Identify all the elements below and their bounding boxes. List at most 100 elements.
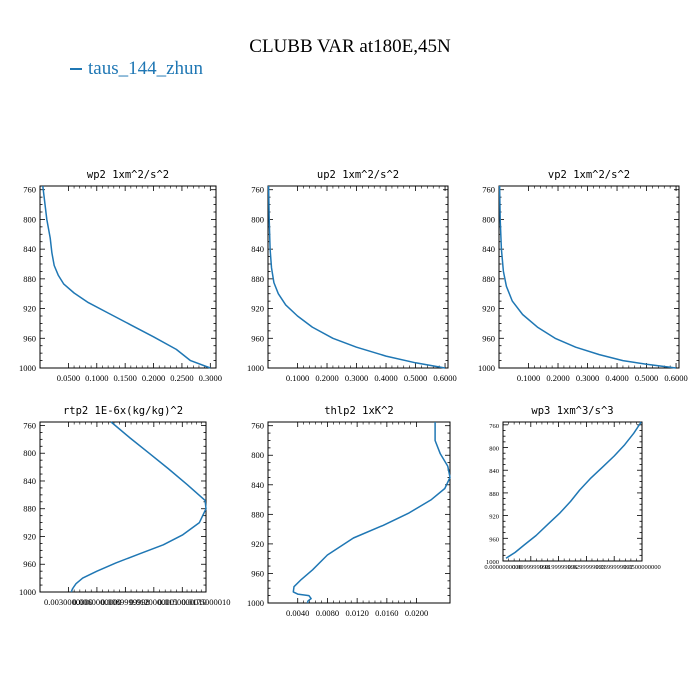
panel-3-ytick-label: 1000 — [478, 363, 495, 373]
panel-2-xtick-label: 0.6000 — [433, 373, 456, 383]
panel-6-xtick-label: 0.0399999991 — [596, 564, 633, 571]
panel-1-series-line — [42, 185, 211, 369]
legend: taus_144_zhun — [70, 58, 203, 80]
panel-5-ytick-label: 1000 — [247, 598, 264, 608]
panel-4-ytick-label: 960 — [23, 559, 36, 569]
panel-3-xtick-label: 0.4000 — [605, 373, 628, 383]
panel-4-ytick-label: 880 — [23, 504, 36, 514]
panel-3-ytick-label: 840 — [482, 244, 495, 254]
panel-3-xtick-label: 0.5000 — [635, 373, 658, 383]
legend-label: taus_144_zhun — [88, 58, 204, 79]
panel-2-series-line — [267, 185, 446, 369]
panel-6-frame — [502, 421, 643, 562]
panel-1-xtick-label: 0.1500 — [113, 373, 136, 383]
panel-5-ytick-label: 800 — [251, 450, 264, 460]
panel-4-xtick-label: 0.0175000010 — [182, 597, 231, 607]
panel-5-series-line — [292, 422, 451, 604]
panel-6-ytick-label: 760 — [489, 423, 499, 430]
panel-6-xtick-label: 0.0000000000 — [484, 564, 521, 571]
panel-4-ytick-label: 920 — [23, 531, 36, 541]
panel-6-ytick-label: 880 — [489, 491, 499, 498]
legend-line-swatch — [70, 68, 82, 70]
panel-2-ytick-label: 880 — [251, 274, 264, 284]
panel-4-xtick-label: 0.0150000010 — [158, 597, 207, 607]
panel-4-xtick-label: 0.0030000000 — [44, 597, 93, 607]
panel-2-xtick-label: 0.2000 — [315, 373, 338, 383]
panel-2-ytick-label: 760 — [251, 185, 264, 195]
panel-3-xtick-label: 0.2000 — [546, 373, 569, 383]
panel-2-xtick-label: 0.1000 — [286, 373, 309, 383]
panel-4-ytick-label: 760 — [23, 420, 36, 430]
panel-1-ytick-label: 960 — [23, 333, 36, 343]
panel-1-ytick-label: 840 — [23, 244, 36, 254]
panel-3-xtick-label: 0.3000 — [576, 373, 599, 383]
figure-title: CLUBB VAR at180E,45N — [249, 36, 451, 57]
panel-5-xtick-label: 0.0080 — [316, 608, 339, 618]
panel-5-xtick-label: 0.0160 — [375, 608, 398, 618]
panel-1-xtick-label: 0.3000 — [199, 373, 222, 383]
panel-6-ytick-label: 840 — [489, 468, 499, 475]
panel-5-ytick-label: 960 — [251, 568, 264, 578]
panel-4-ytick-label: 840 — [23, 476, 36, 486]
panel-6-ytick-label: 920 — [489, 514, 499, 521]
panel-6-title: wp3 1xm^3/s^3 — [531, 405, 613, 417]
panel-2-frame — [267, 185, 449, 369]
panel-2-ytick-label: 960 — [251, 333, 264, 343]
panel-5-ytick-label: 840 — [251, 480, 264, 490]
panel-1-xtick-label: 0.1000 — [85, 373, 108, 383]
panel-5-frame — [267, 421, 451, 604]
panel-6-xtick-label: 0.0099999998 — [512, 564, 549, 571]
panel-1-ytick-label: 800 — [23, 214, 36, 224]
panel-4-ytick-label: 800 — [23, 448, 36, 458]
panel-5-ytick-label: 760 — [251, 421, 264, 431]
panel-4-xtick-label: 0.0060000000 — [72, 597, 121, 607]
panel-5-ytick-label: 880 — [251, 509, 264, 519]
panel-5-xtick-label: 0.0120 — [345, 608, 368, 618]
panel-2-xtick-label: 0.3000 — [345, 373, 368, 383]
panel-4-ytick-label: 1000 — [19, 587, 36, 597]
panel-1-ytick-label: 1000 — [19, 363, 36, 373]
panel-4-title: rtp2 1E-6x(kg/kg)^2 — [63, 405, 183, 417]
panel-2-ytick-label: 840 — [251, 244, 264, 254]
panel-3-ytick-label: 960 — [482, 333, 495, 343]
panel-3-ytick-label: 880 — [482, 274, 495, 284]
panel-2-xtick-label: 0.5000 — [404, 373, 427, 383]
panel-6-series-line — [505, 421, 642, 559]
panel-6-xtick-label: 0.0199999996 — [540, 564, 578, 571]
panel-6-xtick-label: 0.0500000000 — [623, 564, 660, 571]
panel-1-xtick-label: 0.2000 — [142, 373, 165, 383]
panel-4-frame — [39, 421, 207, 593]
panel-1-ytick-label: 760 — [23, 185, 36, 195]
panel-3-xtick-label: 0.6000 — [664, 373, 687, 383]
panel-6-ytick-label: 800 — [489, 446, 499, 453]
panel-4-xtick-label: 0.0089999998 — [101, 597, 150, 607]
panel-4-series-line — [70, 421, 207, 593]
panel-3-frame — [498, 185, 680, 369]
panel-1-xtick-label: 0.0500 — [57, 373, 80, 383]
panel-5-ytick-label: 920 — [251, 539, 264, 549]
panel-2-xtick-label: 0.4000 — [374, 373, 397, 383]
panel-5-xtick-label: 0.0200 — [405, 608, 428, 618]
panel-1-xtick-label: 0.2500 — [170, 373, 193, 383]
panel-6-ytick-label: 960 — [489, 536, 499, 543]
panel-4-xtick-label: 0.0120000001 — [129, 597, 178, 607]
panel-1-ytick-label: 920 — [23, 304, 36, 314]
panel-6-ytick-label: 1000 — [486, 559, 499, 566]
panel-3-ytick-label: 800 — [482, 214, 495, 224]
panel-1-frame — [39, 185, 217, 369]
panel-3-title: vp2 1xm^2/s^2 — [548, 169, 630, 181]
panel-2-ytick-label: 920 — [251, 304, 264, 314]
panel-2-ytick-label: 800 — [251, 214, 264, 224]
panel-3-ytick-label: 920 — [482, 304, 495, 314]
panel-3-ytick-label: 760 — [482, 185, 495, 195]
panel-2-title: up2 1xm^2/s^2 — [317, 169, 399, 181]
panel-3-xtick-label: 0.1000 — [517, 373, 540, 383]
panel-2-ytick-label: 1000 — [247, 363, 264, 373]
panel-3-series-line — [498, 185, 677, 369]
panel-5-title: thlp2 1xK^2 — [324, 405, 394, 417]
panel-5-xtick-label: 0.0040 — [286, 608, 309, 618]
panel-1-ytick-label: 880 — [23, 274, 36, 284]
panel-6-xtick-label: 0.0299999993 — [568, 564, 605, 571]
panel-1-title: wp2 1xm^2/s^2 — [87, 169, 169, 181]
